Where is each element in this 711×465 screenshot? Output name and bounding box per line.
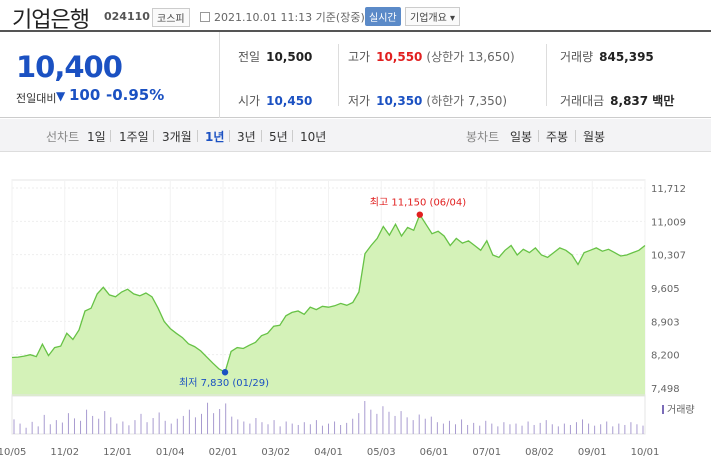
realtime-badge[interactable]: 실시간 (365, 7, 401, 26)
x-tick-label: 12/01 (103, 447, 132, 458)
price-line (11, 213, 646, 374)
company-name: 기업은행 (12, 8, 90, 33)
x-tick-label: 10/05 (0, 447, 26, 458)
current-price-box: 10,400 전일대비 ▼ 100 -0.95% (0, 32, 220, 118)
x-tick-label: 05/03 (367, 447, 396, 458)
tab-separator (292, 130, 293, 142)
x-tick-label: 01/04 (156, 447, 185, 458)
low-point-marker (221, 369, 229, 376)
x-tick-label: 10/01 (631, 447, 660, 458)
tab-separator (153, 130, 154, 142)
tab-separator (197, 130, 198, 142)
x-tick-label: 04/01 (314, 447, 343, 458)
tab-5y[interactable]: 5년 (269, 130, 288, 144)
open-value: 10,450 (266, 94, 313, 108)
low-value: 10,350 (376, 94, 423, 108)
x-tick-label: 06/01 (420, 447, 449, 458)
lower-limit: (하한가 7,350) (426, 94, 508, 108)
chart-tabs: 선차트 1일 1주일 3개월 1년 3년 5년 10년 봉차트 일봉 주봉 월봉 (0, 119, 711, 152)
tab-3y[interactable]: 3년 (237, 130, 256, 144)
x-tick-label: 09/01 (578, 447, 607, 458)
low-label: 저가 (348, 94, 371, 108)
low-annotation: 최저 7,830 (01/29) (179, 377, 269, 389)
volume-bars: 거래량 (11, 394, 695, 435)
tab-separator (538, 130, 539, 142)
calendar-icon (200, 12, 210, 22)
upper-limit: (상한가 13,650) (426, 50, 515, 64)
tab-10y[interactable]: 10년 (300, 130, 327, 144)
prev-close-value: 10,500 (266, 50, 313, 64)
y-tick-label: 8,200 (651, 351, 680, 362)
amount-value: 8,837 백만 (610, 94, 675, 108)
y-tick-label: 8,903 (651, 317, 680, 328)
high-annotation: 최고 11,150 (06/04) (370, 197, 466, 209)
low-price: 저가 10,350 (하한가 7,350) (348, 92, 507, 109)
tab-1y[interactable]: 1년 (205, 130, 225, 144)
tab-separator (110, 130, 111, 142)
x-tick-label: 07/01 (472, 447, 501, 458)
trade-amount: 거래대금 8,837 백만 (560, 92, 674, 109)
x-tick-label: 11/02 (50, 447, 79, 458)
timestamp-text: 2021.10.01 11:13 기준(장중) (214, 11, 365, 24)
stock-code: 024110 (104, 10, 150, 23)
prev-close-label: 전일 (238, 50, 261, 64)
x-tick-label: 03/02 (261, 447, 290, 458)
tab-monthly[interactable]: 월봉 (583, 130, 606, 144)
open-label: 시가 (238, 94, 261, 108)
high-value: 10,550 (376, 50, 423, 64)
volume-legend-label: 거래량 (667, 404, 695, 416)
y-axis-ticks: 11,712 11,009 10,307 9,605 8,903 8,200 7,498 (651, 184, 686, 395)
x-axis-ticks: 10/05 11/02 12/01 01/04 02/01 03/02 04/01 05/03… (0, 447, 659, 458)
chart-annotations: 최고 11,150 (06/04) 최저 7,830 (01/29) (179, 197, 466, 390)
y-tick-label: 9,605 (651, 284, 680, 295)
tab-separator (229, 130, 230, 142)
tab-weekly[interactable]: 주봉 (546, 130, 569, 144)
y-tick-label: 7,498 (651, 384, 680, 395)
high-point-marker (416, 211, 423, 218)
tab-3m[interactable]: 3개월 (162, 130, 192, 144)
y-tick-label: 10,307 (651, 251, 686, 262)
change-label: 전일대비 (16, 92, 57, 105)
market-badge: 코스피 (152, 8, 190, 27)
tab-separator (261, 130, 262, 142)
volume-legend-swatch (662, 405, 664, 414)
divider (546, 44, 547, 106)
high-price: 고가 10,550 (상한가 13,650) (348, 48, 515, 65)
timestamp: 2021.10.01 11:13 기준(장중) (200, 9, 365, 25)
candle-chart-label: 봉차트 (466, 130, 500, 144)
prev-close: 전일 10,500 (238, 48, 312, 65)
header-divider (0, 30, 711, 32)
y-tick-label: 11,009 (651, 217, 686, 228)
tab-daily[interactable]: 일봉 (510, 130, 533, 144)
tab-1w[interactable]: 1주일 (119, 130, 149, 144)
x-tick-label: 02/01 (209, 447, 238, 458)
line-chart-label: 선차트 (46, 130, 80, 144)
tab-separator (575, 130, 576, 142)
x-tick-label: 08/02 (525, 447, 554, 458)
price-summary: 10,400 전일대비 ▼ 100 -0.95% 전일 10,500 고가 10,5… (0, 32, 711, 118)
volume-value: 845,395 (599, 50, 654, 64)
change-percent: -0.95% (106, 86, 165, 104)
company-overview-dropdown[interactable]: 기업개요 ▾ (405, 7, 460, 26)
price-area (12, 214, 645, 396)
divider (338, 44, 339, 106)
price-chart: 11,712 11,009 10,307 9,605 8,903 8,200 7,498 최… (0, 179, 695, 458)
current-price: 10,400 (16, 50, 123, 84)
amount-label: 거래대금 (560, 94, 605, 108)
volume-label: 거래량 (560, 50, 594, 64)
y-tick-label: 11,712 (651, 184, 686, 195)
volume: 거래량 845,395 (560, 48, 654, 65)
open-price: 시가 10,450 (238, 92, 312, 109)
high-label: 고가 (348, 50, 371, 64)
tab-1d[interactable]: 1일 (87, 130, 106, 144)
change-value: 100 (69, 86, 101, 104)
down-arrow-icon: ▼ (56, 89, 66, 103)
